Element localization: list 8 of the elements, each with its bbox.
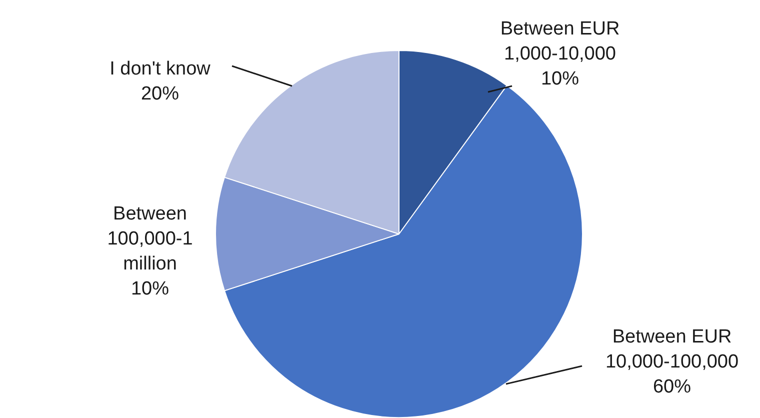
data-label: 10% (130, 278, 170, 300)
data-label: 10% (540, 68, 580, 90)
slice-label: Between EUR 1,000-10,000 (500, 18, 620, 65)
slice-label: I don't know (110, 58, 211, 80)
slice-label: Between EUR 10,000-100,000 (605, 326, 739, 373)
data-label: 60% (652, 376, 692, 398)
slice-label: Between 100,000-1 million (107, 204, 193, 275)
data-label: 20% (140, 84, 180, 105)
